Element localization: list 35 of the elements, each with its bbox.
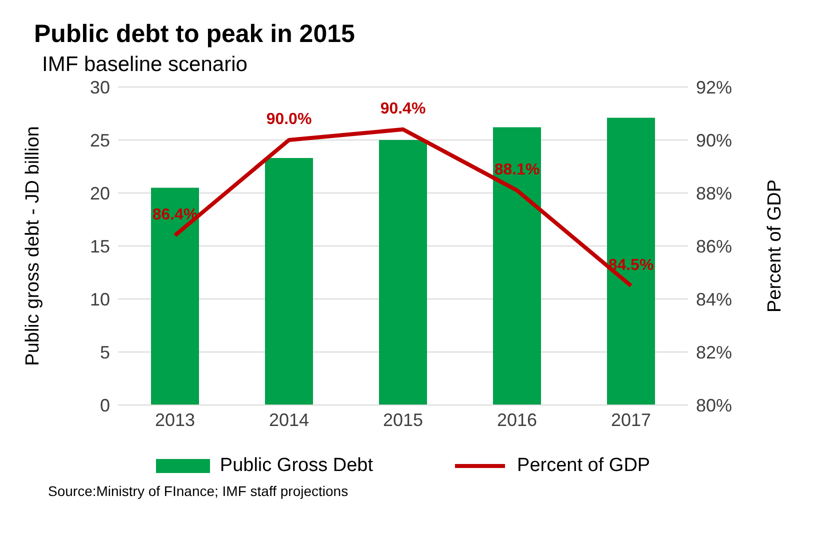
y-tick-label: 5	[100, 342, 110, 362]
y2-tick-label: 90%	[696, 130, 732, 150]
x-tick-label: 2016	[496, 410, 538, 430]
bar	[493, 127, 541, 405]
bar	[607, 118, 655, 405]
data-label: 90.4%	[380, 100, 426, 118]
y2-tick-label: 88%	[696, 183, 732, 204]
bar	[265, 158, 313, 405]
y-tick-label: 25	[90, 130, 110, 150]
y-tick-label: 30	[90, 77, 110, 98]
x-tick-label: 2017	[610, 410, 652, 430]
bar	[379, 140, 427, 405]
source-note: Source:Ministry of FInance; IMF staff projections	[48, 483, 350, 499]
y2-tick-label: 80%	[696, 395, 732, 416]
y-tick-label: 0	[100, 395, 110, 416]
y2-axis-title: Percent of GDP	[764, 179, 786, 313]
y2-tick-label: 86%	[696, 236, 732, 256]
x-tick-label: 2015	[382, 410, 424, 430]
x-tick-label: 2014	[268, 410, 310, 430]
y2-tick-label: 82%	[696, 342, 732, 362]
y-tick-label: 10	[90, 289, 110, 310]
legend-label: Percent of GDP	[517, 455, 650, 477]
y-axis-title: Public gross debt - JD billion	[22, 126, 44, 366]
legend-label: Public Gross Debt	[220, 455, 374, 477]
chart-title: Public debt to peak in 2015	[34, 20, 356, 49]
data-label: 90.0%	[266, 111, 312, 128]
y-tick-label: 15	[90, 236, 110, 256]
y2-tick-label: 92%	[696, 77, 732, 98]
chart-subtitle: IMF baseline scenario	[42, 53, 248, 77]
data-label: 86.4%	[152, 206, 198, 224]
y-tick-label: 20	[90, 183, 110, 204]
x-tick-label: 2013	[154, 410, 196, 430]
data-label: 88.1%	[494, 161, 540, 178]
bar	[151, 188, 199, 405]
y2-tick-label: 84%	[696, 289, 732, 310]
